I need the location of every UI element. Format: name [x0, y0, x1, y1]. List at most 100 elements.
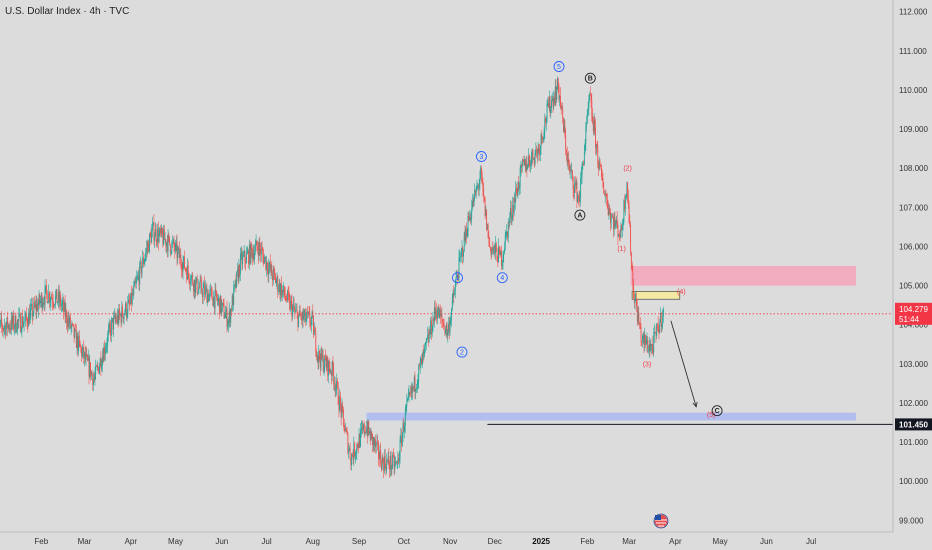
candle-body [259, 242, 261, 249]
projection-arrow[interactable] [670, 320, 697, 407]
candle-body [295, 310, 297, 312]
candle-body [592, 115, 593, 122]
candle-body [375, 443, 377, 448]
candle-body [27, 324, 29, 327]
candle-body [659, 322, 661, 334]
zone-wave-4-target[interactable] [631, 291, 681, 300]
candle-body [217, 299, 219, 302]
candle-body [188, 273, 190, 281]
candle-body [617, 225, 619, 237]
candle-body [75, 328, 77, 330]
candle-body [610, 216, 612, 223]
candle-body [636, 305, 638, 322]
candle-body [654, 332, 656, 333]
economic-events-icon[interactable] [653, 513, 669, 529]
candle-body [351, 454, 353, 466]
candle-body [359, 434, 361, 447]
candle-body [163, 229, 165, 241]
candle-body [195, 277, 197, 282]
candle-body [261, 248, 263, 251]
candle-body [415, 388, 417, 392]
candle-body [533, 158, 535, 164]
candle-body [96, 365, 97, 367]
candle-body [598, 162, 599, 169]
candle-body [466, 235, 468, 237]
wave-label-4[interactable]: 4 [496, 272, 508, 284]
candle-body [472, 200, 474, 206]
wave-label-2[interactable]: 2 [456, 346, 468, 358]
candle-body [187, 265, 188, 280]
candle-body [419, 362, 421, 366]
candle-body [456, 275, 458, 278]
candle-body [507, 222, 509, 238]
candle-body [81, 347, 82, 357]
candle-body [371, 431, 373, 434]
price-tick: 112.000 [899, 8, 928, 17]
wave-label-1[interactable]: 1 [452, 272, 463, 284]
candle-body [19, 314, 21, 332]
candle-body [439, 310, 441, 316]
zone-demand[interactable] [366, 412, 856, 421]
candle-body [424, 342, 426, 347]
candle-body [307, 312, 309, 314]
candle-body [595, 126, 596, 149]
candle-body [25, 312, 27, 319]
candle-body [389, 465, 391, 470]
candle-body [313, 330, 315, 336]
candle-body [331, 372, 332, 376]
price-axis[interactable]: 99.000 100.000 101.000 102.000 103.000 104.00… [899, 8, 928, 526]
wave-label-C[interactable]: C [711, 405, 723, 417]
candle-body [9, 327, 11, 330]
candle-body [99, 358, 101, 367]
candle-body [145, 252, 147, 258]
candle-body [10, 327, 12, 330]
wave-label-2[interactable]: (2) [623, 166, 632, 173]
candle-body [161, 228, 163, 235]
candle-body [537, 147, 539, 156]
candle-body [404, 409, 406, 426]
candle-body [72, 323, 74, 325]
candle-body [379, 450, 381, 459]
candle-body [206, 287, 208, 303]
candle-body [104, 346, 106, 354]
candle-body [316, 355, 318, 357]
wave-label-1[interactable]: (1) [617, 246, 626, 253]
candle-body [183, 256, 185, 263]
candle-body [195, 281, 197, 293]
candle-body [70, 326, 72, 328]
candle-body [507, 231, 508, 238]
candle-body [334, 383, 336, 391]
candle-body [197, 292, 199, 294]
candle-body [290, 300, 292, 302]
time-axis[interactable]: Feb Mar Apr May Jun Jul Aug Sep Oct Nov Dec 2025 Feb… [34, 537, 816, 546]
candle-body [323, 367, 325, 371]
candle-body [592, 121, 594, 132]
candle-body [198, 287, 200, 289]
candle-body [144, 257, 146, 262]
candle-body [367, 421, 369, 437]
candle-body [534, 152, 536, 164]
wave-label-A[interactable]: A [574, 209, 586, 221]
wave-label-3[interactable]: 3 [475, 151, 487, 162]
wave-label-4[interactable]: (4) [677, 289, 686, 296]
wave-label-5[interactable]: (5) [707, 412, 716, 419]
candle-body [536, 148, 538, 151]
candle-body [630, 252, 632, 263]
candle-body [43, 302, 44, 305]
candle-body [337, 385, 339, 405]
candle-body [549, 96, 551, 113]
candle-body [589, 94, 591, 100]
wave-label-3[interactable]: (3) [643, 361, 652, 368]
candle-body [400, 435, 402, 440]
wave-label-5[interactable]: 5 [553, 61, 565, 72]
candle-body [87, 357, 89, 361]
candle-body [550, 107, 552, 113]
candle-body [18, 314, 20, 321]
candle-body [211, 289, 213, 300]
candle-body [101, 356, 103, 366]
zone-supply[interactable] [630, 266, 856, 286]
candle-body [567, 159, 569, 163]
candle-body [44, 287, 46, 305]
wave-label-B[interactable]: B [584, 72, 596, 84]
